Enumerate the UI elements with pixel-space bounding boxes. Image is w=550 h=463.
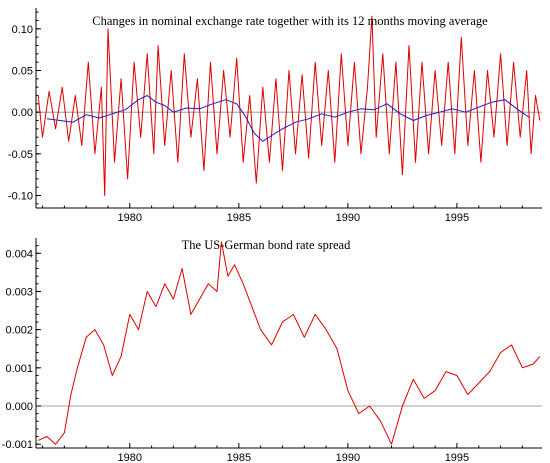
series-line-1 xyxy=(37,241,541,445)
x-tick-label: 1995 xyxy=(445,212,469,224)
exchange-rate-chart: -0.10 -0.05 0.00 0.05 0.10 1980 1985 1990 1995 Ch… xyxy=(8,8,542,224)
x-tick-label: 1990 xyxy=(336,452,360,463)
y-tick-label: 0.000 xyxy=(5,401,33,413)
x-tick-label: 1980 xyxy=(118,212,142,224)
y-tick-label: 0.00 xyxy=(12,107,33,119)
chart-title: Changes in nominal exchange rate togethe… xyxy=(92,14,488,28)
series-line-1 xyxy=(37,15,541,196)
x-tick-label: 1985 xyxy=(227,212,251,224)
y-tick-label: -0.001 xyxy=(2,439,33,451)
x-tick-label: 1980 xyxy=(118,452,142,463)
x-tick-label: 1990 xyxy=(336,212,360,224)
y-tick-label: -0.05 xyxy=(8,149,33,161)
y-tick-label: 0.05 xyxy=(12,66,33,78)
y-tick-label: 0.003 xyxy=(5,286,33,298)
chart-title: The US-German bond rate spread xyxy=(182,238,351,252)
y-tick-label: 0.002 xyxy=(5,325,33,337)
bond-spread-chart: -0.001 0.000 0.001 0.002 0.003 0.004 1980 1985 1… xyxy=(2,238,542,463)
y-tick-label: -0.10 xyxy=(8,191,33,203)
y-tick-label: 0.004 xyxy=(5,248,33,260)
y-tick-label: 0.001 xyxy=(5,363,33,375)
x-tick-label: 1985 xyxy=(227,452,251,463)
series-line-2 xyxy=(46,95,530,142)
x-tick-label: 1995 xyxy=(445,452,469,463)
y-tick-label: 0.10 xyxy=(12,24,33,36)
